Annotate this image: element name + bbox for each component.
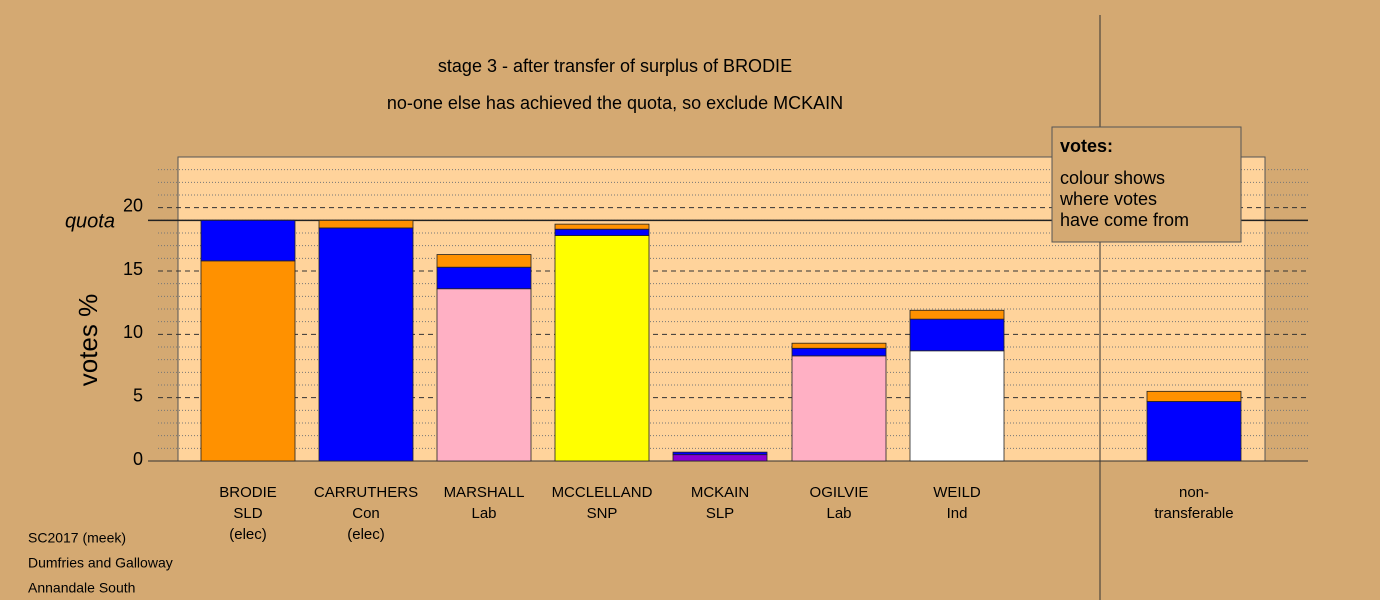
x-tick-label: MCCLELLAND [552, 484, 653, 501]
chart-subtitle: no-one else has achieved the quota, so e… [387, 93, 843, 113]
bar-segment [436, 254, 532, 268]
footnote: SC2017 (meek) [28, 530, 126, 546]
bar-segment [554, 223, 650, 230]
x-tick-label: transferable [1154, 505, 1233, 522]
bar-segment [909, 350, 1005, 462]
x-tick-label: (elec) [229, 526, 267, 543]
bar-segment [791, 347, 887, 357]
footnote: Dumfries and Galloway [28, 555, 173, 571]
x-tick-label: BRODIE [219, 484, 277, 501]
bar-segment [791, 355, 887, 462]
y-tick-label: 20 [123, 195, 143, 215]
bar-segment [791, 342, 887, 349]
x-tick-label: CARRUTHERS [314, 484, 418, 501]
bar-segment [1146, 401, 1242, 462]
bar-segment [200, 219, 296, 262]
x-tick-label: MCKAIN [691, 484, 749, 501]
x-tick-label: Con [352, 505, 380, 522]
y-tick-label: 0 [133, 449, 143, 469]
y-axis-label: votes % [73, 294, 103, 387]
y-tick-label: 10 [123, 322, 143, 342]
x-tick-label: (elec) [347, 526, 385, 543]
bar-segment [436, 288, 532, 462]
legend-text: colour shows [1060, 168, 1165, 188]
footnote: Annandale South [28, 580, 135, 596]
bar-segment [318, 227, 414, 462]
bar-segment [200, 260, 296, 462]
x-tick-label: MARSHALL [444, 484, 525, 501]
bar-segment [672, 454, 768, 462]
legend-text: have come from [1060, 210, 1189, 230]
y-tick-label: 5 [133, 385, 143, 405]
x-tick-label: non- [1179, 484, 1209, 501]
legend-box [1051, 126, 1242, 243]
bar-segment [909, 309, 1005, 320]
quota-label: quota [65, 211, 115, 233]
bar-segment [318, 219, 414, 229]
x-tick-label: SLD [233, 505, 262, 522]
labels: BRODIE SLD (elec) CARRUTHERS Con (elec) MARSHA… [219, 484, 1233, 543]
chart-title: stage 3 - after transfer of surplus of B… [438, 56, 792, 76]
bar-segment [436, 266, 532, 290]
x-tick-label: OGILVIE [810, 484, 869, 501]
bar-segment [909, 318, 1005, 352]
legend-title: votes: [1060, 136, 1113, 156]
bar-segment [1146, 390, 1242, 402]
x-tick-label: Ind [947, 505, 968, 522]
x-tick-label: SNP [587, 505, 618, 522]
x-tick-label: WEILD [933, 484, 981, 501]
bars [200, 219, 1242, 462]
bar-segment [554, 235, 650, 462]
bar-segment [672, 451, 768, 456]
x-tick-label: Lab [826, 505, 851, 522]
bar-segment [554, 228, 650, 236]
legend-text: where votes [1059, 189, 1157, 209]
x-tick-label: SLP [706, 505, 734, 522]
x-tick-label: Lab [471, 505, 496, 522]
y-tick-label: 15 [123, 259, 143, 279]
